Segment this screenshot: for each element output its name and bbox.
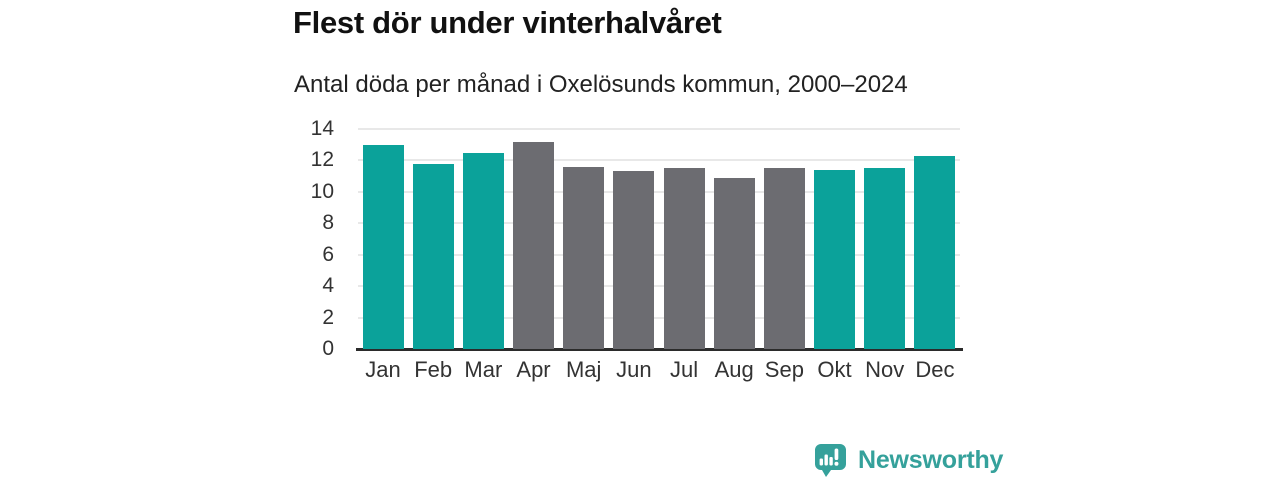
y-tick-label-14: 14 (310, 117, 334, 140)
bar-slot-nov (860, 129, 910, 349)
x-tick-label-maj: Maj (565, 357, 602, 382)
bar-slot-aug (709, 129, 759, 349)
y-tick-label-10: 10 (310, 179, 334, 203)
x-tick-label-mar: Mar (464, 357, 503, 382)
bar-aug (713, 177, 755, 349)
gridline-10 (358, 190, 960, 193)
page-title: Flest dör under vinterhalvåret (293, 5, 722, 40)
brand-name: Newsworthy (858, 446, 1004, 474)
bar-slot-mar (458, 129, 508, 349)
x-tick-label-dec: Dec (915, 357, 955, 382)
chart-subtitle: Antal döda per månad i Oxelösunds kommun… (294, 71, 908, 98)
bar-jul (663, 168, 705, 349)
x-tick-label-okt: Okt (817, 357, 852, 382)
bar-dec (914, 155, 956, 349)
bar-mar (462, 152, 504, 349)
bar-feb (412, 163, 454, 349)
bar-slot-maj (559, 129, 609, 349)
x-tick-label-jul: Jul (669, 357, 699, 382)
x-axis-labels: Jan Feb Mar Apr Maj Jun Jul Aug Sep Okt Nov Dec (358, 357, 960, 383)
y-tick-label-12: 12 (310, 148, 334, 172)
y-axis-labels: 0 2 4 6 8 10 12 14 (288, 118, 346, 360)
x-tick-label-nov: Nov (865, 357, 905, 382)
bar-slot-okt (810, 129, 860, 349)
bars-row (358, 129, 960, 349)
gridline-4 (358, 285, 960, 288)
bar-slot-dec (910, 129, 960, 349)
bar-jun (613, 171, 655, 349)
gridline-14 (358, 128, 960, 130)
y-tick-label-6: 6 (322, 242, 334, 266)
x-tick-label-sep: Sep (764, 357, 804, 382)
y-tick-label-0: 0 (322, 337, 334, 360)
newsworthy-logo-icon (815, 444, 846, 477)
x-tick-label-feb: Feb (414, 357, 453, 382)
y-tick-label-4: 4 (322, 274, 334, 298)
y-tick-label-8: 8 (322, 211, 334, 235)
gridline-6 (358, 253, 960, 256)
x-axis-line (356, 348, 963, 351)
bar-nov (864, 168, 906, 349)
bar-maj (563, 166, 605, 349)
bar-slot-jun (609, 129, 659, 349)
x-tick-label-apr: Apr (516, 357, 551, 382)
bar-slot-apr (509, 129, 559, 349)
x-tick-label-jun: Jun (616, 357, 652, 382)
x-tick-label-jan: Jan (365, 357, 401, 382)
bar-slot-jul (659, 129, 709, 349)
bar-slot-sep (759, 129, 809, 349)
gridline-12 (358, 159, 960, 162)
bar-slot-jan (358, 129, 408, 349)
bar-sep (763, 168, 805, 349)
gridline-2 (358, 316, 960, 319)
x-tick-label-aug: Aug (714, 357, 754, 382)
gridline-8 (358, 222, 960, 225)
bar-okt (814, 169, 856, 349)
brand-footer: Newsworthy (812, 442, 1003, 479)
bar-jan (362, 144, 404, 349)
bar-slot-feb (408, 129, 458, 349)
bar-apr (513, 141, 555, 349)
plot-area (358, 128, 960, 349)
y-tick-label-2: 2 (322, 305, 334, 329)
